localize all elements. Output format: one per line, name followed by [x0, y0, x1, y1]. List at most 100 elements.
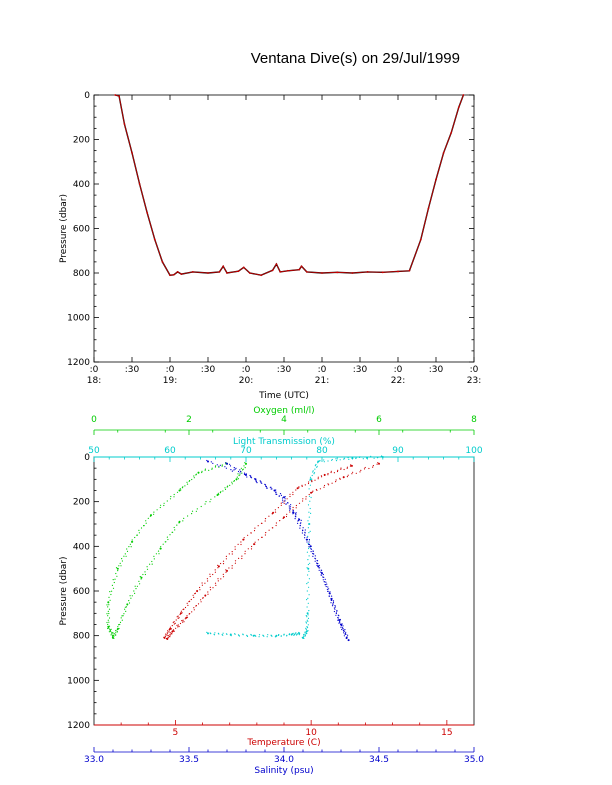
profile-dot — [316, 489, 318, 491]
data-point — [207, 632, 209, 635]
profile-dot — [323, 581, 325, 583]
profile-dot — [108, 617, 111, 619]
profile-dot — [307, 614, 309, 616]
profile-dot — [157, 550, 160, 552]
data-point — [216, 494, 219, 496]
profile-dot — [289, 511, 291, 513]
data-point — [245, 462, 247, 465]
profile-dot — [211, 467, 213, 469]
profile-dot — [213, 634, 216, 636]
profile-dot — [115, 634, 117, 636]
profile-dot — [212, 573, 214, 576]
profile-dot — [260, 482, 262, 484]
profile-dot — [241, 557, 243, 560]
profile-dot — [239, 472, 241, 474]
profile-dot — [110, 630, 112, 633]
profile-dot — [173, 623, 175, 625]
profile-dot — [207, 580, 209, 582]
profile-dot — [225, 569, 227, 571]
profile-dot — [327, 460, 329, 462]
profile-dot — [284, 500, 286, 502]
profile-dot — [300, 519, 302, 522]
x-tick-label: :0 — [470, 365, 479, 375]
profile-dot — [305, 621, 307, 623]
profile-dot — [108, 604, 110, 606]
y-tick-label: 1000 — [67, 314, 90, 324]
profile-dot — [249, 474, 251, 477]
profile-dot — [260, 522, 263, 524]
profile-dot — [234, 546, 236, 548]
oxygen-tick-label: 2 — [186, 415, 192, 425]
profile-dot — [352, 471, 354, 473]
x-tick-label: :0 — [166, 365, 175, 375]
profile-dot — [307, 520, 309, 522]
profile-dot — [288, 634, 290, 636]
data-point — [123, 123, 126, 125]
profile-dot — [218, 633, 220, 635]
profile-dot — [112, 632, 114, 634]
profile-dot — [179, 613, 181, 616]
x-tick-label: 21: — [315, 376, 329, 386]
data-point — [457, 106, 460, 109]
profile-dot — [308, 555, 310, 557]
profile-dot — [295, 507, 297, 509]
profile-dot — [116, 575, 118, 577]
x-tick-label: :30 — [277, 365, 292, 375]
data-point — [260, 274, 263, 277]
profile-dot — [373, 457, 375, 459]
data-point — [307, 567, 310, 570]
profile-dot — [136, 585, 138, 587]
oxygen-tick-label: 6 — [376, 415, 382, 425]
profile-dot — [277, 507, 279, 509]
profile-dot — [332, 600, 335, 602]
y-tick-label: 200 — [73, 136, 90, 146]
data-point — [338, 619, 341, 621]
profile-dot — [118, 565, 120, 567]
profile-dot — [315, 463, 317, 466]
profile-dot — [149, 563, 151, 565]
profile-dot — [169, 632, 171, 634]
profile-dot — [241, 472, 243, 474]
profile-dot — [234, 633, 236, 635]
profile-dot — [113, 633, 115, 635]
profile-dot — [335, 479, 337, 481]
profile-dot — [197, 603, 200, 605]
profile-dot — [337, 469, 339, 471]
profile-dot — [241, 469, 244, 471]
profile-dot — [308, 610, 310, 612]
data-point — [381, 271, 384, 274]
data-point — [317, 460, 320, 463]
profile-dot — [189, 613, 191, 615]
profile-dot — [108, 612, 110, 615]
profile-dot — [302, 500, 304, 502]
transmission-tick-label: 100 — [465, 446, 482, 456]
profile-dot — [308, 594, 310, 596]
profile-dot — [169, 626, 171, 628]
profile-dot — [200, 601, 202, 603]
profile-dot — [327, 483, 329, 485]
data-point — [286, 269, 289, 272]
profile-dot — [312, 555, 314, 558]
profile-dot — [343, 468, 345, 471]
profile-dot — [175, 619, 177, 621]
data-point — [191, 270, 194, 273]
profile-dot — [347, 634, 349, 636]
profile-dot — [225, 463, 227, 465]
salinity-tick-label: 34.5 — [369, 755, 389, 765]
profile-dot — [233, 469, 235, 471]
profile-dot — [312, 471, 314, 473]
profile-dot — [292, 491, 294, 493]
profile-dot — [172, 621, 174, 624]
profile-dot — [307, 620, 309, 622]
data-point — [330, 598, 333, 601]
profile-dot — [362, 458, 364, 460]
data-point — [462, 94, 465, 96]
profile-dot — [241, 555, 243, 557]
profile-dot — [345, 633, 347, 636]
profile-dot — [214, 466, 216, 468]
profile-dot — [376, 457, 379, 459]
profile-dot — [201, 470, 203, 472]
profile-dot — [316, 466, 318, 468]
profile-dot — [167, 630, 169, 632]
profile-dot — [121, 619, 123, 621]
